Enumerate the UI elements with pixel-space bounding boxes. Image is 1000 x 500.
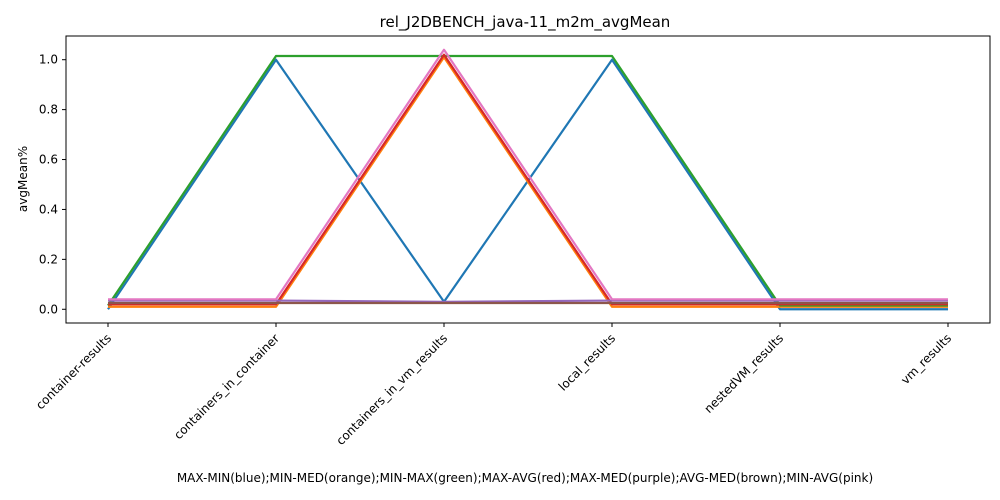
x-tick-label: nestedVM_results xyxy=(701,331,786,416)
y-tick-label: 1.0 xyxy=(39,53,58,67)
x-tick-label: container-results xyxy=(33,331,114,412)
y-tick-label: 0.8 xyxy=(39,103,58,117)
series-line-max-avg xyxy=(108,53,948,306)
y-tick-label: 0.4 xyxy=(39,202,58,216)
series-line-min-med xyxy=(108,56,948,308)
x-axis-label: MAX-MIN(blue);MIN-MED(orange);MIN-MAX(gr… xyxy=(177,471,873,485)
y-axis-label: avgMean% xyxy=(16,146,30,212)
y-tick-label: 0.2 xyxy=(39,252,58,266)
chart-title: rel_J2DBENCH_java-11_m2m_avgMean xyxy=(380,13,671,32)
plot-area: 0.0 0.2 0.4 0.6 0.8 1.0 container-results conta… xyxy=(33,35,991,448)
y-tick-label: 0.0 xyxy=(39,302,58,316)
x-tick-label: containers_in_container xyxy=(171,331,282,442)
series-line-min-avg xyxy=(108,48,948,301)
y-tick-label: 0.6 xyxy=(39,153,58,167)
plot-frame xyxy=(65,35,991,324)
x-tick-label: containers_in_vm_results xyxy=(333,331,450,448)
series-line-max-min xyxy=(107,58,948,311)
series-line-max-med xyxy=(108,299,948,303)
x-tick-label: local_results xyxy=(556,331,618,393)
x-tick-label: vm_results xyxy=(898,331,954,387)
series-line-min-max xyxy=(107,54,948,307)
